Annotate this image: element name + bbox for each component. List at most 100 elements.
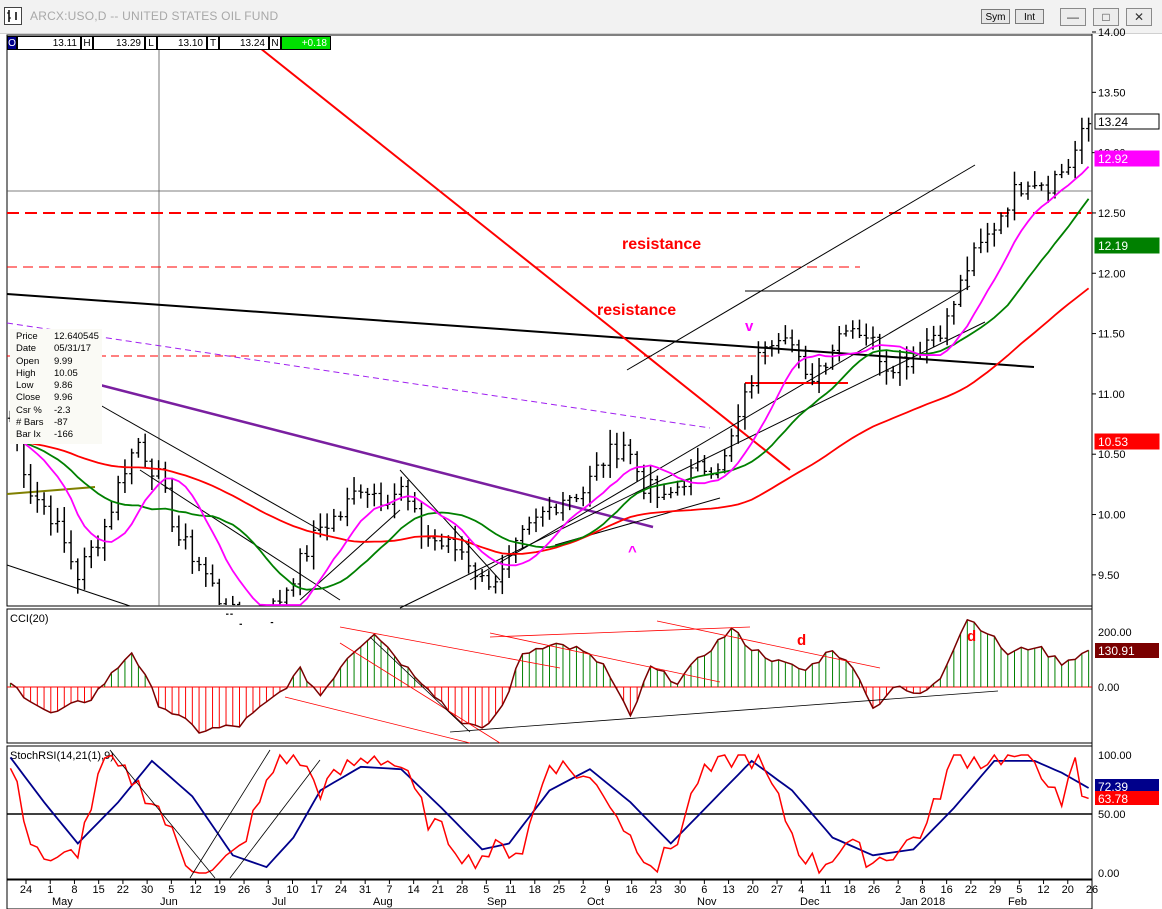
stochrsi-d-line <box>9 756 1090 869</box>
price-bar <box>82 547 87 590</box>
price-bar <box>944 308 950 346</box>
last-value-tag <box>1094 433 1160 450</box>
title-bar[interactable]: ARCX:USO,D -- UNITED STATES OIL FUND Sym… <box>0 0 1162 34</box>
close-label: T <box>207 36 219 50</box>
price-bar <box>412 492 418 513</box>
high-value: 13.29 <box>93 36 145 50</box>
info-row-price: Price 12.640545 <box>16 331 99 342</box>
last-value-text: 10.53 <box>1098 435 1128 449</box>
price-bar <box>1032 171 1038 189</box>
price-bar <box>661 483 667 500</box>
x-day-label: 16 <box>941 884 953 896</box>
open-label: O <box>7 36 17 50</box>
cci-trendline <box>284 696 471 744</box>
price-bar <box>1005 207 1011 228</box>
x-day-label: 16 <box>626 884 638 896</box>
price-bar <box>587 465 593 507</box>
price-bar <box>877 333 883 376</box>
price-bar <box>351 477 357 505</box>
stochrsi-trendline <box>229 759 321 879</box>
price-bar <box>102 518 108 561</box>
cci-trendline <box>449 690 999 733</box>
price-bar <box>978 228 984 254</box>
x-day-label: 28 <box>456 884 468 896</box>
x-day-label: 22 <box>117 884 129 896</box>
trendline <box>259 47 791 471</box>
price-bar <box>607 429 613 478</box>
price-bar <box>937 325 943 342</box>
price-bar <box>769 340 775 357</box>
x-day-label: 14 <box>408 884 420 896</box>
info-row-open: Open 9.99 <box>16 355 73 367</box>
int-button[interactable]: Int <box>1015 9 1044 24</box>
price-tick-label: 12.50 <box>1098 208 1126 220</box>
sma-slow-line <box>10 287 1090 555</box>
price-bar <box>776 333 782 354</box>
sym-button[interactable]: Sym <box>981 9 1010 24</box>
trendline <box>626 164 976 371</box>
maximize-button[interactable]: □ <box>1093 8 1119 26</box>
x-month-label: Sep <box>487 896 507 908</box>
price-bar <box>237 601 242 625</box>
cci-tick-label: 200.00 <box>1098 627 1132 639</box>
price-bar <box>627 439 633 465</box>
x-day-label: 8 <box>71 884 77 896</box>
stochrsi-tick-label: 0.00 <box>1098 868 1119 880</box>
price-bar <box>1065 158 1071 175</box>
x-day-label: 20 <box>747 884 759 896</box>
x-month-label: May <box>52 896 73 908</box>
price-bar <box>796 339 802 369</box>
x-day-label: 31 <box>359 884 371 896</box>
cci-trendline <box>489 632 721 683</box>
x-month-label: Oct <box>587 896 604 908</box>
price-bar <box>61 507 67 553</box>
sma-mid-line <box>10 198 1090 591</box>
x-day-label: 13 <box>722 884 734 896</box>
price-bar <box>755 341 761 394</box>
price-bar <box>365 487 371 508</box>
trendline <box>139 469 341 601</box>
price-bar <box>1038 182 1044 191</box>
close-value: 13.24 <box>219 36 269 50</box>
x-day-label: 24 <box>335 884 347 896</box>
price-bar <box>216 578 222 605</box>
stochrsi-title: StochRSI(14,21(1),9) <box>10 750 114 762</box>
price-bar <box>971 242 977 277</box>
price-bar <box>189 529 195 574</box>
x-day-label: 3 <box>265 884 271 896</box>
price-bar <box>1012 171 1017 221</box>
x-axis-area <box>6 879 1093 909</box>
price-bar <box>486 570 492 590</box>
price-bar <box>135 437 141 458</box>
price-bar <box>183 523 189 550</box>
price-bar <box>540 506 546 527</box>
price-bar <box>823 362 829 375</box>
stochrsi-last-value-tag <box>1095 779 1159 793</box>
price-bar <box>715 463 721 479</box>
price-bar <box>311 520 317 570</box>
price-bar <box>506 545 512 578</box>
x-day-label: 30 <box>141 884 153 896</box>
price-bar <box>1018 182 1024 197</box>
stochrsi-tick-label: 100.00 <box>1098 750 1132 762</box>
close-button[interactable]: ✕ <box>1126 8 1152 26</box>
minimize-button[interactable]: — <box>1060 8 1086 26</box>
x-day-label: 11 <box>820 884 831 896</box>
price-bar <box>998 212 1004 235</box>
price-bar <box>142 433 148 468</box>
x-month-label: Dec <box>800 896 820 908</box>
price-bar <box>809 363 815 386</box>
info-row-date: Date 05/31/17 <box>16 343 91 355</box>
cci-trendline <box>339 642 501 744</box>
price-bar <box>277 589 283 605</box>
int-label: Int <box>1023 12 1036 23</box>
price-bar <box>526 516 532 535</box>
price-bar <box>358 484 364 499</box>
stochrsi-last-value-text: 72.39 <box>1098 780 1128 794</box>
price-bar <box>547 496 552 520</box>
info-row-low: Low 9.86 <box>16 380 73 392</box>
price-bar <box>580 486 586 507</box>
x-day-label: 11 <box>505 884 516 896</box>
